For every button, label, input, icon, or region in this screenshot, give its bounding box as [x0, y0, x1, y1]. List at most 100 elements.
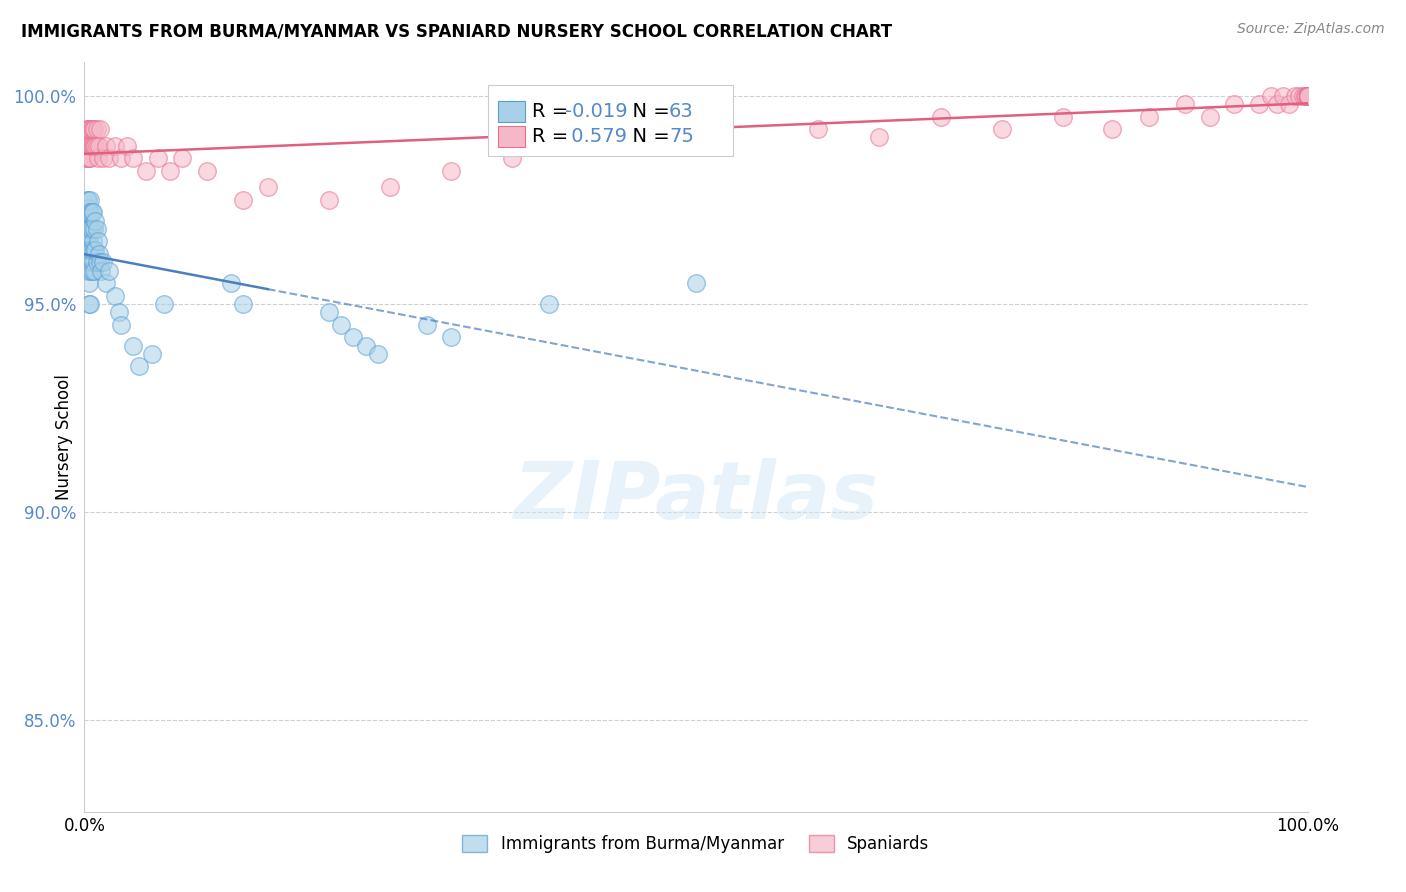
Point	[76, 193, 98, 207]
Point	[1101, 122, 1123, 136]
Point	[84, 243, 107, 257]
Point	[82, 235, 104, 249]
Point	[318, 305, 340, 319]
Point	[79, 297, 101, 311]
Point	[75, 222, 97, 236]
Point	[991, 122, 1014, 136]
Point	[195, 163, 218, 178]
Point	[538, 297, 561, 311]
Text: -0.019: -0.019	[565, 103, 627, 121]
Point	[82, 138, 104, 153]
Point	[87, 151, 110, 165]
Point	[76, 255, 98, 269]
Point	[141, 347, 163, 361]
Point	[1272, 88, 1295, 103]
Point	[82, 122, 104, 136]
Point	[76, 235, 98, 249]
Point	[1278, 97, 1301, 112]
Point	[104, 288, 127, 302]
Point	[77, 122, 100, 136]
Point	[318, 193, 340, 207]
Point	[77, 205, 100, 219]
Point	[146, 151, 169, 165]
Point	[159, 163, 181, 178]
Point	[122, 338, 145, 352]
Point	[96, 276, 118, 290]
Point	[80, 263, 103, 277]
Point	[79, 151, 101, 165]
Point	[84, 138, 107, 153]
Point	[77, 235, 100, 249]
Point	[77, 222, 100, 236]
Point	[91, 255, 114, 269]
Point	[80, 138, 103, 153]
Point	[96, 138, 118, 153]
Point	[80, 243, 103, 257]
Point	[1296, 88, 1319, 103]
Point	[91, 151, 114, 165]
Text: Source: ZipAtlas.com: Source: ZipAtlas.com	[1237, 22, 1385, 37]
Point	[342, 330, 364, 344]
Point	[77, 138, 100, 153]
Point	[1198, 110, 1220, 124]
Point	[685, 276, 707, 290]
Point	[1296, 88, 1319, 103]
Point	[75, 151, 97, 165]
Point	[807, 122, 830, 136]
Point	[685, 138, 707, 153]
Text: 63: 63	[669, 103, 693, 121]
Point	[232, 193, 254, 207]
Bar	[498, 102, 524, 122]
Point	[76, 130, 98, 145]
Point	[1052, 110, 1074, 124]
Point	[77, 263, 100, 277]
Point	[80, 205, 103, 219]
Point	[77, 193, 100, 207]
Point	[1294, 88, 1316, 103]
Point	[86, 138, 108, 153]
Point	[135, 163, 157, 178]
Point	[90, 263, 112, 277]
Point	[1174, 97, 1197, 112]
Bar	[498, 126, 524, 146]
Point	[87, 235, 110, 249]
Point	[110, 318, 132, 332]
Point	[97, 263, 120, 277]
Point	[75, 205, 97, 219]
Point	[232, 297, 254, 311]
Point	[83, 243, 105, 257]
Point	[929, 110, 952, 124]
Point	[1296, 88, 1319, 103]
Text: N =: N =	[620, 127, 676, 145]
Text: ZIPatlas: ZIPatlas	[513, 458, 879, 536]
Point	[440, 330, 463, 344]
Text: 75: 75	[669, 127, 695, 145]
Point	[122, 151, 145, 165]
Point	[79, 263, 101, 277]
Point	[153, 297, 176, 311]
Point	[97, 151, 120, 165]
Point	[1296, 88, 1319, 103]
Point	[1292, 88, 1315, 103]
Point	[1296, 88, 1319, 103]
Point	[1295, 88, 1317, 103]
Point	[115, 138, 138, 153]
Point	[83, 122, 105, 136]
Point	[416, 318, 439, 332]
Legend: Immigrants from Burma/Myanmar, Spaniards: Immigrants from Burma/Myanmar, Spaniards	[456, 828, 936, 860]
Point	[77, 138, 100, 153]
Point	[80, 222, 103, 236]
Text: R =: R =	[531, 127, 575, 145]
FancyBboxPatch shape	[488, 85, 733, 156]
Point	[77, 255, 100, 269]
Text: N =: N =	[620, 103, 676, 121]
Point	[76, 151, 98, 165]
Point	[83, 263, 105, 277]
Point	[1260, 88, 1282, 103]
Point	[1247, 97, 1270, 112]
Point	[1296, 88, 1319, 103]
Point	[1284, 88, 1306, 103]
Point	[1265, 97, 1288, 112]
Point	[89, 255, 111, 269]
Point	[87, 138, 110, 153]
